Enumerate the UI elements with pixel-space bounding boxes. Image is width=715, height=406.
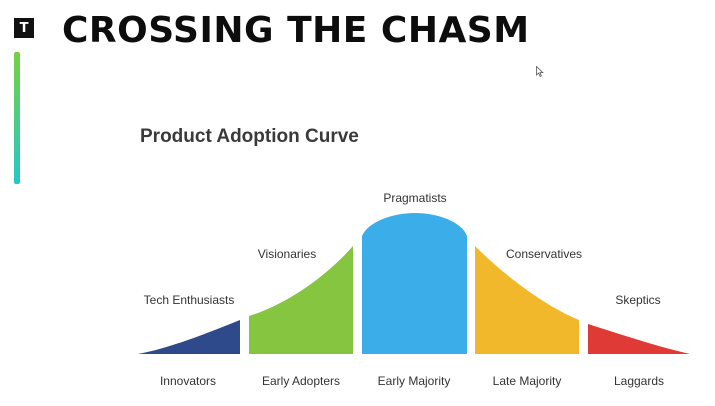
segment-laggards: [588, 324, 690, 354]
segment-early-majority: [362, 213, 467, 354]
group-label-conservatives: Conservatives: [505, 247, 583, 261]
stage-label-late-majority: Late Majority: [492, 374, 562, 388]
diagram-title: Product Adoption Curve: [140, 126, 359, 147]
group-label-pragmatists: Pragmatists: [383, 191, 447, 205]
page-title: CROSSING THE CHASM: [62, 10, 530, 51]
stage-label-early-majority: Early Majority: [377, 374, 451, 388]
segment-early-adopters: [249, 246, 353, 354]
stage-label-early-adopters: Early Adopters: [261, 374, 341, 388]
logo-icon: T: [14, 18, 34, 38]
stage-label-laggards: Laggards: [613, 374, 665, 388]
group-label-visionaries: Visionaries: [257, 247, 317, 261]
group-label-tech-enthusiasts: Tech Enthusiasts: [143, 293, 235, 307]
segment-late-majority: [475, 246, 579, 354]
mouse-cursor-icon: [536, 66, 544, 77]
group-label-skeptics: Skeptics: [615, 293, 661, 307]
segment-innovators: [138, 320, 240, 354]
stage-label-innovators: Innovators: [159, 374, 217, 388]
accent-bar: [14, 52, 20, 184]
